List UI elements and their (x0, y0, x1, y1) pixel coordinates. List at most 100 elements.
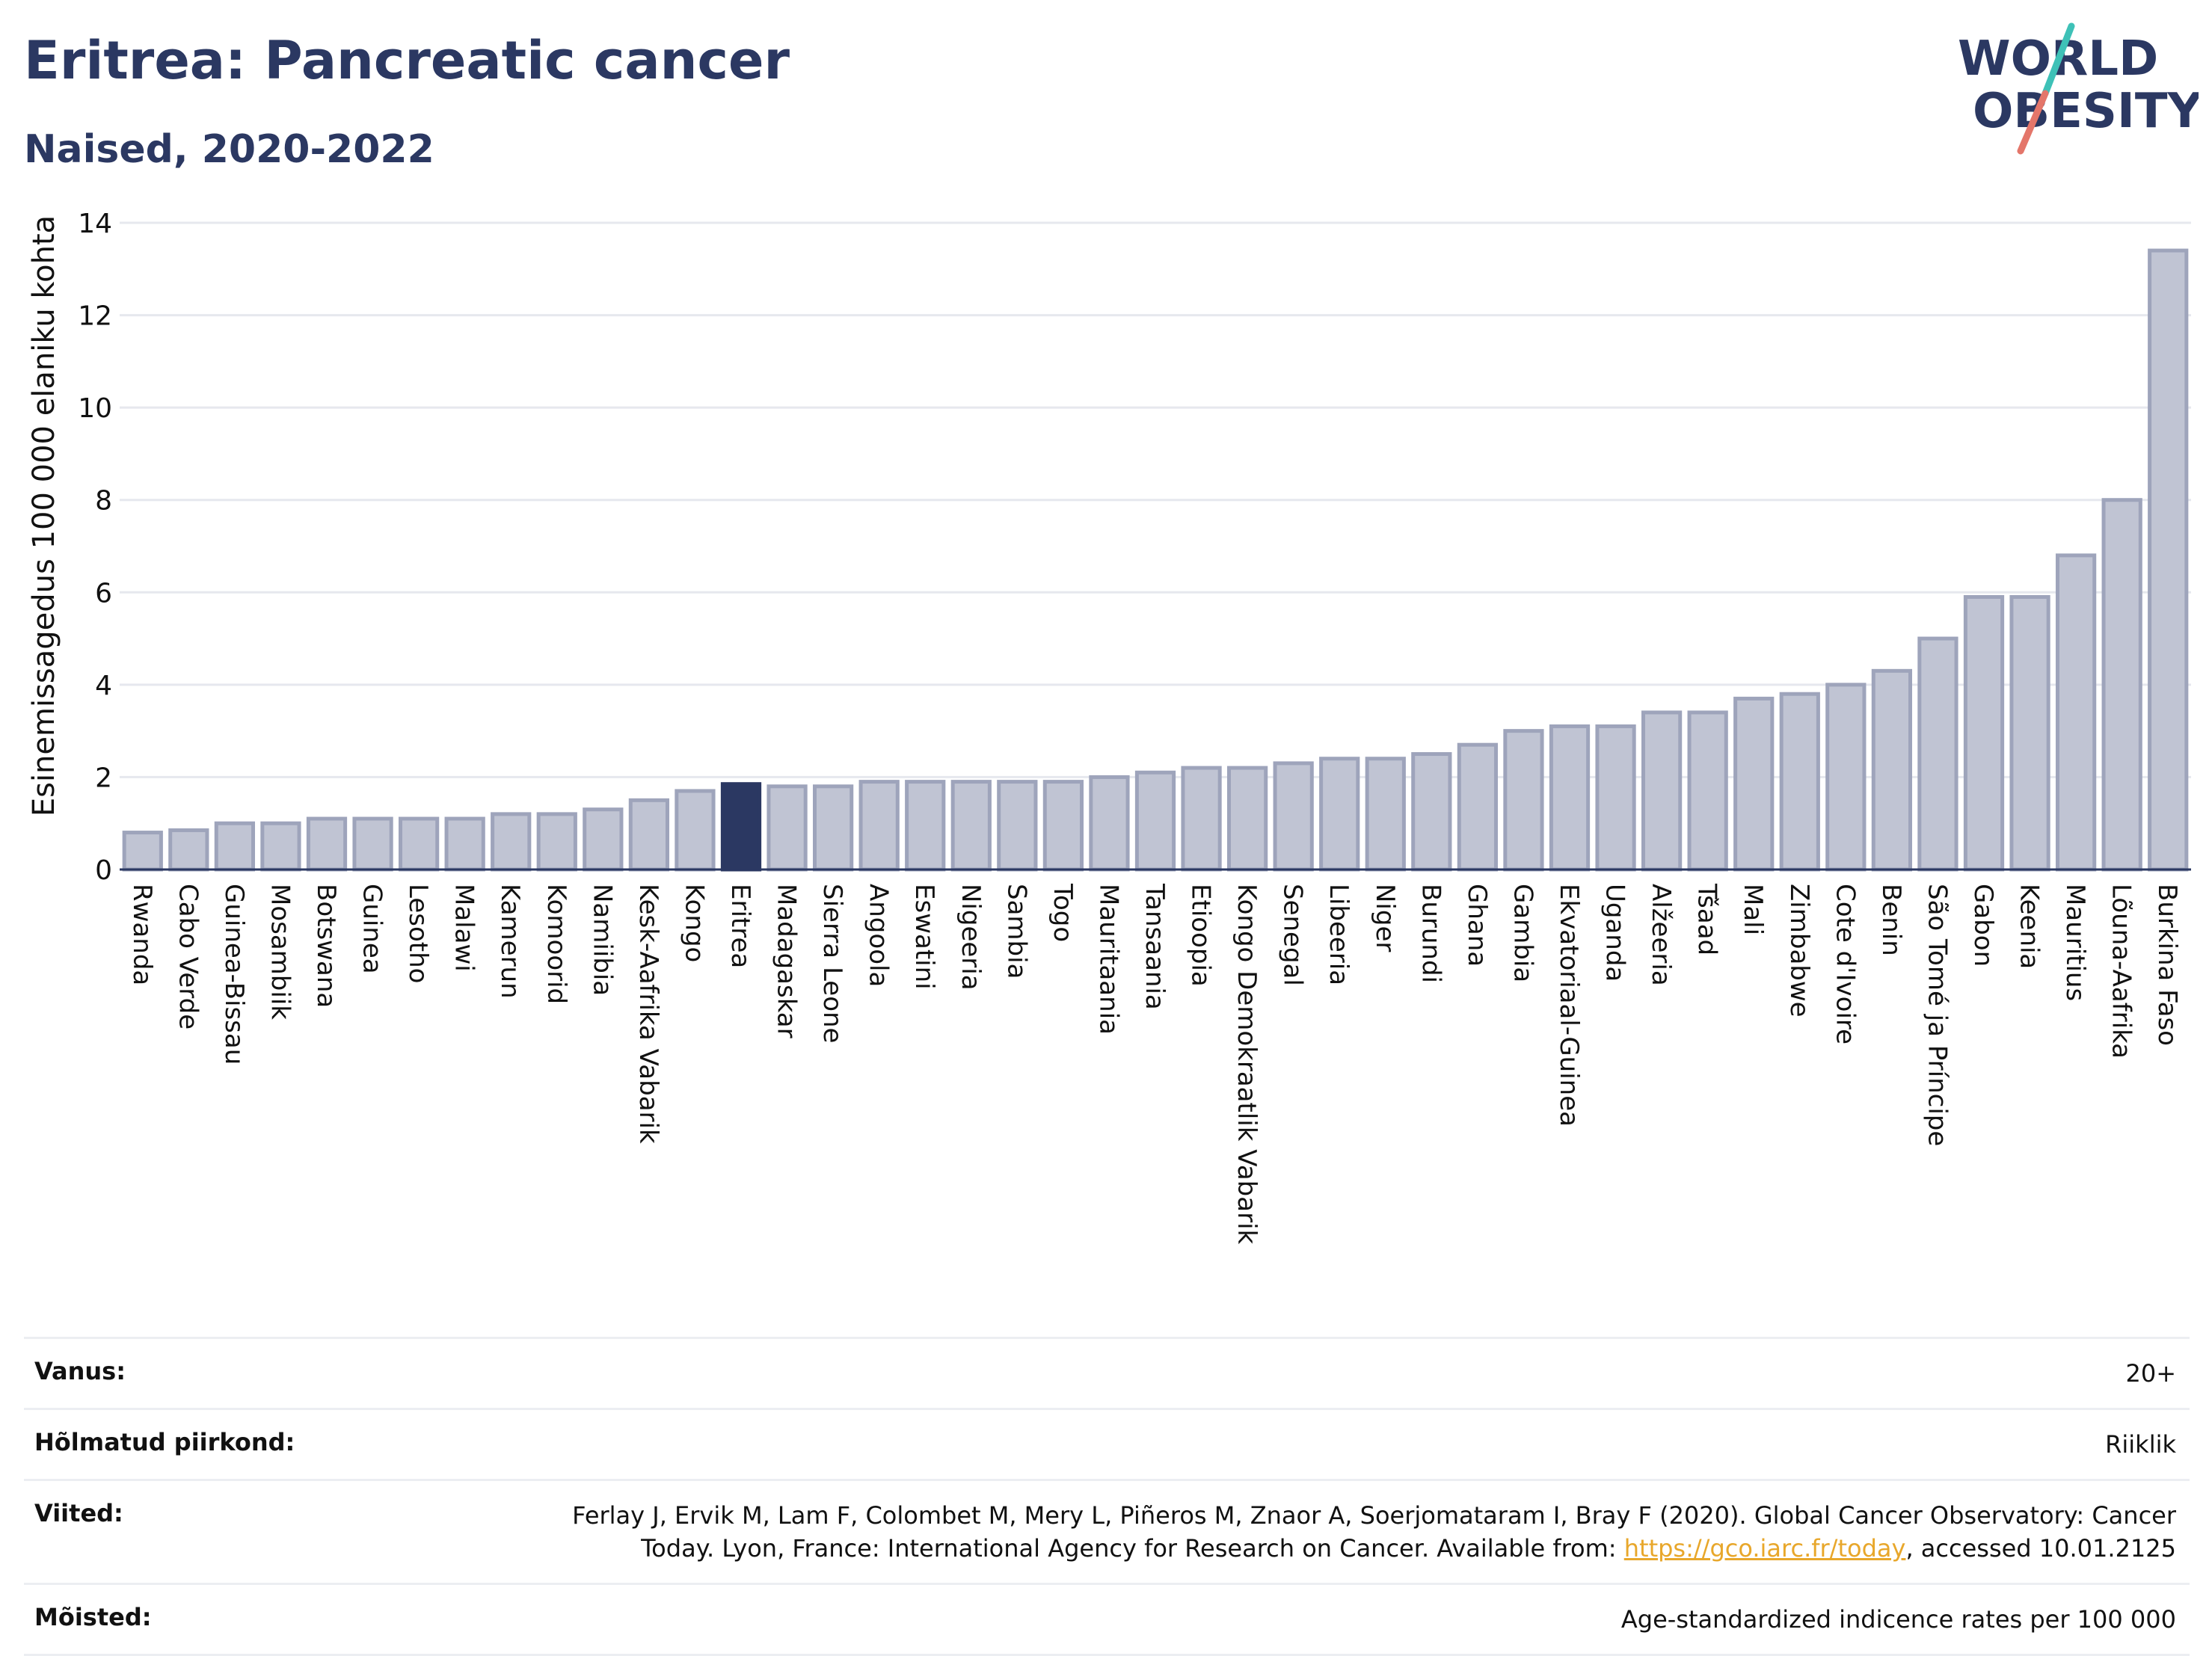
bar-senegal (1273, 761, 1314, 872)
reference-line-2: Today. Lyon, France: International Agenc… (641, 1534, 1624, 1563)
meta-value: Ferlay J, Ervik M, Lam F, Colombet M, Me… (572, 1499, 2176, 1565)
page-title: Eritrea: Pancreatic cancer (24, 30, 790, 91)
y-axis-ticks: 0 2 4 6 8 10 12 14 (78, 209, 112, 886)
bar-angoola (858, 780, 900, 872)
bar-kesk-aafrika-vabarik (628, 798, 670, 872)
reference-link[interactable]: https://gco.iarc.fr/today (1623, 1534, 1906, 1563)
bar-guinea (352, 816, 393, 872)
x-tick-label: Botswana (311, 884, 341, 1008)
bar-gabon (1963, 594, 2005, 872)
x-tick-label: Angoola (864, 884, 894, 987)
bar-mauritius (2055, 553, 2097, 872)
bar-niger (1365, 757, 1406, 872)
bar-madagaskar (766, 784, 808, 872)
bar-gambia (1503, 729, 1544, 872)
bar-namiibia (583, 807, 624, 872)
x-tick-label: Libeeria (1324, 884, 1354, 985)
x-tick-label: Ghana (1462, 884, 1492, 967)
x-tick-label: Lõuna-Aafrika (2107, 884, 2136, 1059)
logo-slash-coral (2017, 90, 2049, 155)
y-tick-label: 0 (95, 855, 112, 886)
x-tick-label: Etioopia (1186, 884, 1216, 987)
bar-ghana (1457, 742, 1499, 872)
bar-sierra-leone (812, 784, 854, 872)
x-tick-label: Ekvatoriaal-Guinea (1554, 884, 1584, 1127)
x-tick-label: São Tomé ja Príncipe (1922, 884, 1952, 1146)
x-tick-label: Madagaskar (772, 884, 802, 1038)
bar-uganda (1595, 724, 1636, 872)
meta-value: Age-standardized indicence rates per 100… (1620, 1605, 2176, 1634)
bar-nigeeria (950, 780, 992, 872)
bar-burundi (1411, 752, 1452, 872)
x-tick-label: Kongo (679, 884, 709, 962)
x-tick-label: Tšaad (1692, 883, 1722, 955)
meta-label: Viited: (34, 1499, 123, 1527)
bar-lesotho (398, 816, 440, 872)
meta-value: 20+ (2125, 1359, 2176, 1388)
x-tick-label: Eritrea (725, 884, 755, 968)
bar-al-eeria (1641, 710, 1683, 872)
x-tick-label: Niger (1370, 884, 1400, 952)
bar-kongo (675, 789, 716, 872)
y-tick-label: 8 (95, 486, 112, 517)
x-tick-label: Togo (1048, 883, 1078, 942)
bar-sambia (997, 780, 1038, 872)
x-tick-label: Eswatini (909, 884, 939, 990)
x-tick-label: Gabon (1968, 884, 1998, 967)
bar-togo (1042, 780, 1084, 872)
x-tick-label: Keenia (2015, 884, 2044, 969)
bar-mali (1733, 696, 1775, 872)
bar-eswatini (905, 780, 946, 872)
x-tick-label: Sambia (1001, 884, 1031, 979)
metadata-table: Vanus: 20+ Hõlmatud piirkond: Riiklik Vi… (24, 1337, 2190, 1656)
bar-kamerun (491, 812, 532, 872)
y-tick-label: 6 (95, 578, 112, 609)
x-tick-label: Nigeeria (956, 884, 986, 991)
meta-row-age: Vanus: 20+ (24, 1337, 2190, 1408)
x-tick-label: Mosambiik (265, 884, 295, 1020)
bar-zimbabwe (1779, 692, 1820, 872)
x-tick-label: Mauritius (2060, 884, 2090, 1001)
bar-t-aad (1687, 710, 1728, 872)
meta-row-coverage: Hõlmatud piirkond: Riiklik (24, 1408, 2190, 1479)
y-tick-label: 12 (78, 301, 112, 332)
logo-slash-teal (2042, 22, 2075, 97)
x-tick-label: Burundi (1416, 884, 1446, 983)
x-tick-label: Komoorid (541, 884, 571, 1004)
bar-botswana (306, 816, 348, 872)
bar-mosambiik (260, 821, 301, 872)
x-tick-label: Kamerun (495, 884, 525, 999)
bar-s-o-tom-ja-pr-ncipe (1917, 636, 1958, 872)
x-tick-label: Burkina Faso (2152, 884, 2182, 1046)
x-tick-label: Kongo Demokraatlik Vabarik (1232, 884, 1262, 1245)
x-tick-label: Malawi (449, 884, 479, 972)
bar-benin (1871, 668, 1913, 872)
x-tick-label: Uganda (1600, 884, 1630, 982)
bar-etioopia (1181, 766, 1222, 872)
x-tick-label: Mauritaania (1093, 884, 1123, 1035)
x-tick-label: Alžeeria (1646, 884, 1676, 986)
bar-cabo-verde (168, 828, 209, 872)
x-tick-label: Namiibia (587, 884, 617, 996)
y-tick-label: 4 (95, 671, 112, 701)
bar-keenia (2009, 594, 2050, 872)
bar-ekvatoriaal-guinea (1549, 724, 1591, 872)
page-subtitle: Naised, 2020-2022 (24, 127, 434, 172)
world-obesity-logo: WORLD OBESITY (1958, 22, 2199, 155)
x-tick-label: Guinea (357, 884, 387, 974)
bar-tansaania (1134, 770, 1176, 872)
meta-label: Vanus: (34, 1357, 126, 1385)
bar-mauritaania (1089, 775, 1130, 872)
bar-eritrea (720, 782, 762, 872)
meta-value: Riiklik (2105, 1430, 2176, 1459)
bar-burkina-faso (2148, 248, 2189, 872)
y-tick-label: 10 (78, 393, 112, 424)
bar-chart: 0 2 4 6 8 10 12 14 Rwanda Cabo Verde Guinea-Bissa… (27, 209, 2191, 1245)
reference-line-1: Ferlay J, Ervik M, Lam F, Colombet M, Me… (572, 1501, 2176, 1530)
x-tick-label: Lesotho (403, 884, 433, 983)
logo-text-obesity: OBESITY (1973, 84, 2199, 139)
y-axis-label: Esinemissagedus 100 000 elaniku kohta (27, 215, 61, 816)
meta-row-references: Viited: Ferlay J, Ervik M, Lam F, Colomb… (24, 1479, 2190, 1583)
y-tick-label: 14 (78, 209, 112, 239)
reference-line-2-end: , accessed 10.01.2125 (1905, 1534, 2176, 1563)
